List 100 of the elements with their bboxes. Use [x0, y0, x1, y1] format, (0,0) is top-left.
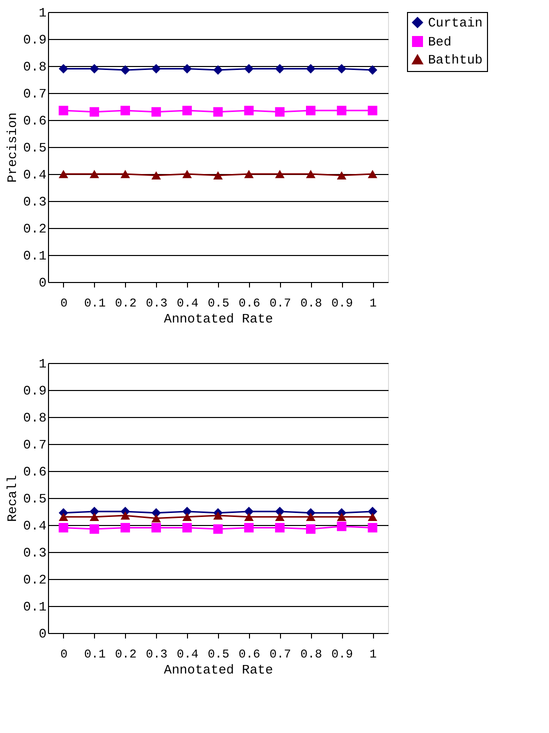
- point: [213, 511, 223, 520]
- point: [120, 511, 130, 520]
- y-tick-label: 1: [38, 356, 47, 372]
- x-tick-label: 0.5: [208, 296, 230, 310]
- y-tick-label: 0.5: [23, 140, 46, 156]
- x-tick-label: 0.4: [176, 648, 198, 662]
- point: [151, 508, 161, 518]
- legend-label: Curtain: [428, 16, 483, 30]
- point: [275, 107, 285, 117]
- point: [244, 506, 254, 516]
- point: [90, 64, 100, 74]
- y-tick-label: 0.8: [23, 410, 46, 426]
- point: [182, 506, 192, 516]
- x-tick-label: 0.6: [238, 296, 260, 310]
- y-tick-label: 0.8: [23, 60, 46, 74]
- point: [336, 106, 346, 116]
- y-tick-label: 0.3: [23, 546, 46, 560]
- y-tick-label: 0.3: [23, 194, 46, 210]
- point: [90, 506, 100, 516]
- y-tick-label: 0.5: [23, 492, 46, 506]
- point: [368, 522, 378, 532]
- x-tick-label: 0.7: [270, 648, 292, 662]
- point: [306, 106, 316, 116]
- point: [244, 64, 254, 74]
- x-tick-label: 0.8: [300, 296, 322, 310]
- y-tick-label: 0.6: [23, 464, 46, 480]
- point: [58, 106, 68, 116]
- point: [368, 170, 378, 178]
- x-tick-label: 0.4: [176, 296, 198, 310]
- point: [182, 512, 192, 522]
- point: [336, 522, 346, 532]
- point: [120, 65, 130, 75]
- point: [182, 106, 192, 116]
- x-axis-title: Annotated Rate: [164, 312, 274, 326]
- point: [336, 64, 346, 74]
- point: [213, 107, 223, 117]
- legend-label: Bathtub: [428, 52, 483, 68]
- point: [244, 512, 254, 522]
- x-tick-label: 0.3: [146, 296, 168, 310]
- point: [306, 170, 316, 178]
- x-tick-label: 0.5: [208, 648, 230, 662]
- point: [151, 522, 161, 532]
- point: [213, 65, 223, 75]
- y-tick-label: 0.9: [23, 384, 46, 398]
- point: [275, 506, 285, 516]
- point: [213, 524, 223, 534]
- x-tick-label: 0.9: [331, 648, 353, 662]
- y-tick-label: 0.6: [23, 114, 46, 128]
- y-tick-label: 1: [38, 6, 47, 20]
- y-tick-label: 0.9: [23, 32, 46, 48]
- point: [275, 512, 285, 522]
- y-tick-label: 0.2: [23, 572, 46, 588]
- point: [368, 65, 378, 75]
- x-tick-label: 0.1: [84, 296, 106, 310]
- point: [120, 106, 130, 116]
- point: [244, 522, 254, 532]
- point: [368, 106, 378, 116]
- y-tick-label: 0.4: [23, 168, 47, 182]
- point: [182, 170, 192, 178]
- y-tick-label: 0: [38, 626, 46, 642]
- x-tick-label: 1: [369, 296, 377, 310]
- point: [213, 171, 223, 180]
- x-tick-label: 0.1: [84, 648, 106, 662]
- point: [306, 512, 316, 522]
- point: [151, 64, 161, 74]
- point: [368, 506, 378, 516]
- point: [151, 171, 161, 180]
- point: [275, 170, 285, 178]
- point: [90, 107, 100, 117]
- y-tick-label: 0.4: [23, 518, 47, 534]
- x-tick-label: 1: [369, 648, 377, 662]
- x-tick-label: 0.7: [270, 296, 292, 310]
- y-axis-title: Recall: [5, 474, 20, 522]
- x-tick-label: 0.6: [238, 648, 260, 662]
- point: [58, 512, 68, 522]
- point: [90, 512, 100, 522]
- point: [244, 106, 254, 116]
- legend-label: Bed: [428, 34, 452, 50]
- y-tick-label: 0.1: [23, 248, 47, 264]
- point: [306, 524, 316, 534]
- x-tick-label: 0.2: [114, 648, 137, 662]
- point: [368, 512, 378, 522]
- point: [151, 107, 161, 117]
- point: [58, 522, 68, 532]
- y-axis-title: Precision: [5, 112, 20, 183]
- x-tick-label: 0: [60, 296, 68, 310]
- point: [151, 514, 161, 522]
- point: [58, 64, 68, 74]
- point: [244, 170, 254, 178]
- y-tick-label: 0.7: [23, 438, 46, 452]
- point: [336, 512, 346, 522]
- point: [182, 64, 192, 74]
- y-tick-label: 0.1: [23, 600, 47, 614]
- point: [58, 170, 68, 178]
- point: [120, 522, 130, 532]
- x-tick-label: 0.3: [146, 648, 168, 662]
- x-tick-label: 0.2: [114, 296, 137, 310]
- point: [306, 64, 316, 74]
- point: [275, 64, 285, 74]
- point: [275, 522, 285, 532]
